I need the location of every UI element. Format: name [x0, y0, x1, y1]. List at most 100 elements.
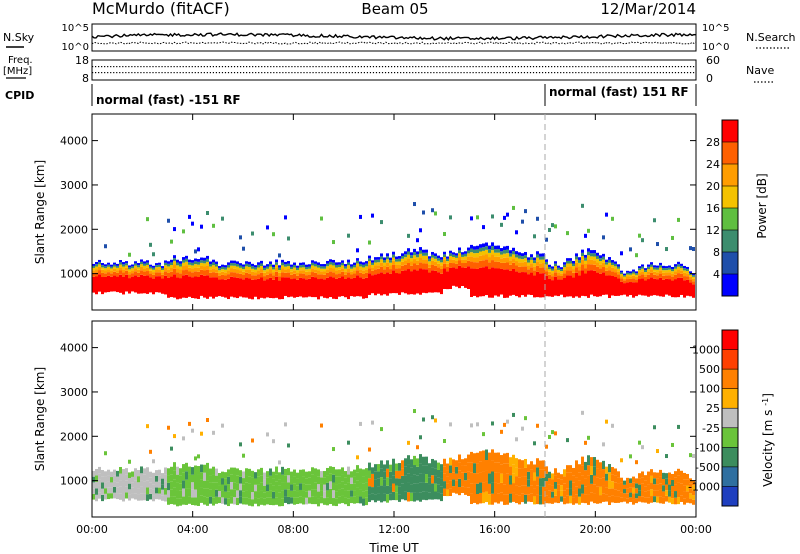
velocity-cell	[668, 478, 671, 485]
power-cell	[473, 262, 476, 269]
velocity-cell	[323, 484, 326, 492]
power-cell	[296, 265, 299, 268]
power-cell	[512, 262, 515, 269]
power-cell	[107, 262, 110, 265]
power-cell	[305, 266, 308, 270]
colorbar-swatch	[722, 252, 738, 275]
velocity-cell	[542, 495, 545, 505]
velocity-cell	[392, 475, 395, 484]
power-cell	[212, 268, 215, 273]
power-cell	[629, 276, 632, 279]
power-cell	[188, 214, 191, 219]
velocity-cell	[455, 480, 458, 487]
velocity-cell	[584, 470, 587, 479]
power-cell	[656, 272, 659, 276]
power-cell	[359, 269, 362, 273]
power-cell	[305, 271, 308, 276]
velocity-cell	[338, 469, 341, 477]
power-cell	[443, 263, 446, 269]
power-cell	[320, 274, 323, 279]
nave-dot	[409, 72, 411, 74]
freq-dot	[514, 66, 516, 68]
velocity-cell	[584, 461, 587, 471]
power-cell	[482, 247, 485, 251]
freq-dot	[291, 66, 293, 68]
power-cell	[362, 262, 365, 265]
velocity-cell	[152, 478, 155, 485]
nave-dot	[644, 72, 646, 74]
velocity-cell	[368, 470, 371, 479]
power-cell	[104, 244, 107, 249]
velocity-cell	[272, 491, 275, 499]
power-cell	[341, 271, 344, 277]
power-cell	[293, 270, 296, 274]
power-cell	[458, 265, 461, 289]
power-cell	[563, 269, 566, 274]
velocity-cell	[464, 472, 467, 481]
velocity-cell	[173, 462, 176, 471]
power-cell	[491, 242, 494, 247]
freq-dot	[548, 66, 550, 68]
power-cell	[689, 271, 692, 274]
power-cell	[545, 275, 548, 297]
velocity-cell	[662, 479, 665, 486]
nave-dot	[143, 72, 145, 74]
velocity-cell	[665, 490, 668, 496]
velocity-cell	[593, 484, 596, 494]
x-tick-label: 20:00	[579, 523, 611, 536]
power-cell	[215, 264, 218, 267]
power-cell	[554, 263, 557, 267]
colorbar-swatch	[722, 142, 738, 165]
power-cell	[272, 269, 275, 273]
velocity-cell	[512, 492, 515, 502]
freq-dot	[478, 66, 480, 68]
nave-dot	[593, 72, 595, 74]
freq-dot	[188, 66, 190, 68]
velocity-cell	[545, 495, 548, 504]
velocity-cell	[212, 430, 215, 435]
power-cell	[179, 261, 182, 264]
power-cell	[599, 261, 602, 265]
power-cell	[347, 265, 350, 269]
velocity-cell	[272, 498, 275, 506]
velocity-cell	[611, 423, 614, 428]
x-tick-label: 08:00	[277, 523, 309, 536]
velocity-cell	[224, 478, 227, 486]
freq-dot	[469, 66, 471, 68]
power-cell	[578, 260, 581, 263]
power-cell	[431, 257, 434, 261]
velocity-cell	[674, 471, 677, 478]
power-cell	[542, 273, 545, 298]
velocity-cell	[173, 487, 176, 497]
power-cell	[275, 267, 278, 272]
freq-dot	[424, 66, 426, 68]
freq-dot	[378, 66, 381, 68]
freq-dot	[650, 66, 652, 68]
velocity-cell	[623, 493, 626, 498]
velocity-cell	[203, 488, 206, 497]
power-cell	[656, 269, 659, 273]
power-cell	[500, 262, 503, 269]
freq-dot	[354, 66, 356, 68]
velocity-cell	[521, 468, 524, 477]
velocity-cell	[356, 495, 359, 504]
velocity-cell	[107, 481, 110, 488]
velocity-cell	[167, 468, 170, 476]
velocity-cell	[596, 468, 599, 478]
colorbar-tick-label: 25	[706, 402, 720, 415]
power-cell	[641, 264, 644, 267]
velocity-cell	[290, 484, 293, 491]
velocity-cell	[644, 486, 647, 492]
velocity-cell	[200, 431, 203, 436]
power-cell	[104, 266, 107, 269]
velocity-cell	[260, 490, 263, 498]
power-cell	[278, 272, 281, 277]
power-cell	[350, 274, 353, 279]
velocity-cell	[503, 453, 506, 464]
velocity-cell	[146, 494, 149, 501]
velocity-cell	[233, 482, 236, 490]
velocity-cell	[596, 494, 599, 504]
power-cell	[101, 267, 104, 270]
power-cell	[584, 257, 587, 261]
velocity-cell	[350, 496, 353, 504]
